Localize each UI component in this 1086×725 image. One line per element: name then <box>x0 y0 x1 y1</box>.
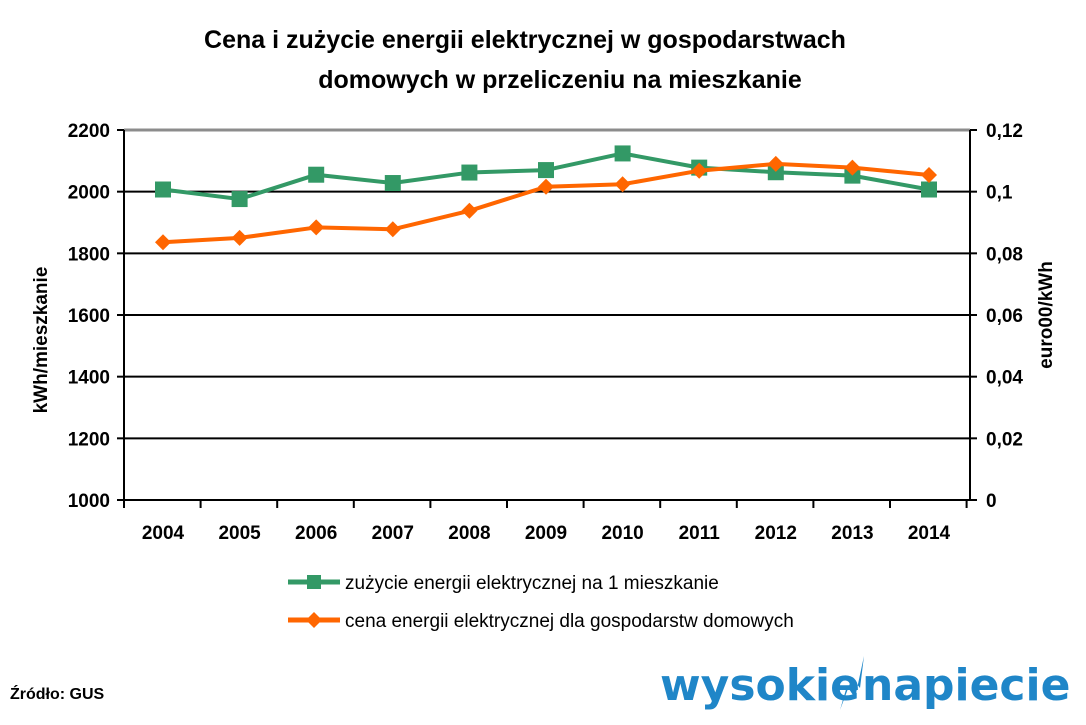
data-point-square <box>767 164 784 181</box>
data-point-square <box>308 166 325 183</box>
y-tick-label-left: 2000 <box>68 183 110 204</box>
x-tick-label: 2014 <box>908 523 951 544</box>
x-tick-label: 2013 <box>831 523 873 544</box>
axis-layer: 1000 1200 1400 1600 1800 2000 2200 0 0,02 0,04 0,0… <box>68 121 1024 544</box>
data-point-diamond <box>691 162 708 179</box>
brand-logo: wysokie napiecie.pl <box>660 656 1070 711</box>
y-tick-label-left: 1200 <box>68 429 110 450</box>
data-point-square <box>538 162 554 179</box>
data-point-diamond <box>614 176 631 193</box>
data-point-diamond <box>538 178 554 195</box>
data-point-square <box>461 164 478 181</box>
y-axis-right-label: euro00/kWh <box>1036 261 1057 369</box>
y-tick-label-right: 0,02 <box>986 429 1023 450</box>
data-point-diamond <box>155 234 171 251</box>
x-tick-label: 2007 <box>372 523 414 544</box>
data-point-square <box>384 175 401 192</box>
data-point-square <box>614 145 631 162</box>
data-point-diamond <box>461 202 478 219</box>
data-point-square <box>921 181 937 198</box>
legend-marker-price <box>306 612 322 628</box>
logo-text-part2: napiecie.pl <box>862 660 1070 711</box>
x-tick-label: 2008 <box>448 523 490 544</box>
x-tick-label: 2009 <box>525 523 567 544</box>
y-tick-label-left: 1600 <box>68 306 110 327</box>
data-point-square <box>844 167 861 184</box>
y-tick-label-right: 0,06 <box>986 306 1023 327</box>
x-tick-label: 2012 <box>755 523 797 544</box>
y-tick-label-right: 0,1 <box>986 183 1013 204</box>
logo-text-part1: wysokie <box>660 660 860 711</box>
legend-marker-consumption <box>307 575 321 589</box>
source-note: Źródło: GUS <box>10 686 105 703</box>
y-tick-label-right: 0,04 <box>986 368 1023 389</box>
data-point-square <box>231 191 248 208</box>
x-tick-label: 2006 <box>295 523 337 544</box>
y-tick-label-left: 1400 <box>68 368 110 389</box>
y-tick-label-right: 0 <box>986 491 997 512</box>
data-point-diamond <box>921 167 937 184</box>
data-point-diamond <box>308 219 325 236</box>
data-point-diamond <box>384 221 401 238</box>
y-tick-label-left: 2200 <box>68 121 110 142</box>
y-tick-label-right: 0,12 <box>986 121 1023 142</box>
y-tick-label-right: 0,08 <box>986 244 1023 265</box>
x-tick-label: 2010 <box>601 523 643 544</box>
legend: zużycie energii elektrycznej na 1 mieszk… <box>288 573 794 632</box>
series-layer <box>155 145 937 251</box>
legend-label-consumption: zużycie energii elektrycznej na 1 mieszk… <box>345 573 719 594</box>
x-tick-label: 2005 <box>218 523 261 544</box>
legend-label-price: cena energii elektrycznej dla gospodarst… <box>345 611 794 632</box>
y-tick-label-left: 1800 <box>68 244 110 265</box>
data-point-diamond <box>767 155 784 172</box>
y-axis-left-label: kWh/mieszkanie <box>31 267 52 414</box>
x-tick-label: 2011 <box>679 523 721 544</box>
x-tick-label: 2004 <box>142 523 185 544</box>
y-tick-label-left: 1000 <box>68 491 110 512</box>
chart-title-line-2: domowych w przeliczeniu na mieszkanie <box>318 66 802 94</box>
data-point-square <box>155 181 171 198</box>
lightning-bolt-icon <box>840 656 864 710</box>
chart-title-line-1: Cena i zużycie energii elektrycznej w go… <box>204 26 846 54</box>
data-point-diamond <box>231 229 248 246</box>
data-point-diamond <box>844 159 861 176</box>
